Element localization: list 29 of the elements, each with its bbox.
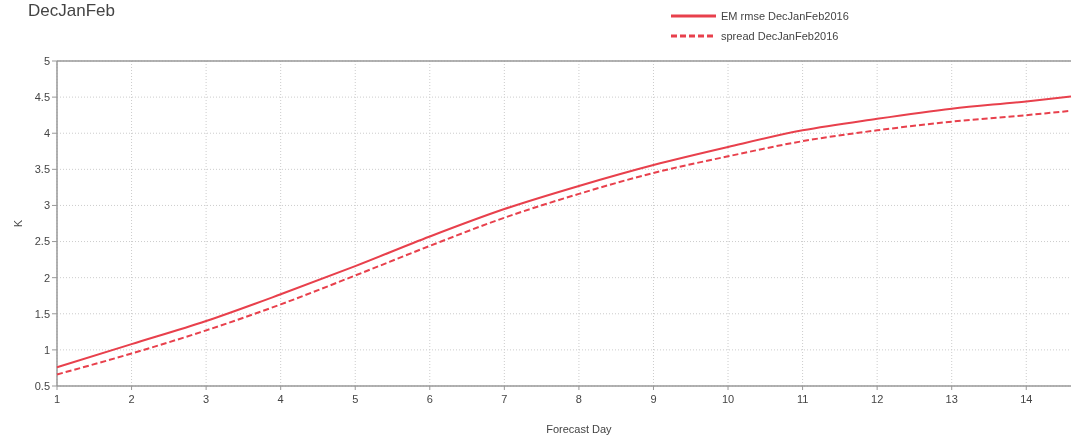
y-tick-label: 4 <box>43 127 50 140</box>
x-tick-label: 11 <box>796 393 809 405</box>
y-tick-label: 3.5 <box>34 163 50 176</box>
x-tick-label: 14 <box>1020 393 1033 405</box>
y-tick-label: 0.5 <box>34 379 50 392</box>
x-tick-label: 13 <box>945 393 958 405</box>
x-tick-label: 3 <box>203 393 210 405</box>
x-tick-label: 6 <box>426 393 433 405</box>
legend-label: EM rmse DecJanFeb2016 <box>721 9 849 22</box>
y-axis-title: K <box>12 219 24 228</box>
x-tick-label: 12 <box>871 393 884 405</box>
chart-title: DecJanFeb <box>28 1 115 20</box>
legend-label: spread DecJanFeb2016 <box>721 29 839 42</box>
y-tick-label: 1 <box>43 343 50 356</box>
x-tick-label: 5 <box>352 393 359 405</box>
y-tick-label: 4.5 <box>34 90 50 103</box>
y-tick-label: 5 <box>43 54 50 67</box>
x-tick-label: 7 <box>501 393 508 405</box>
y-tick-label: 2 <box>43 271 50 284</box>
x-tick-label: 10 <box>721 393 735 405</box>
y-tick-label: 1.5 <box>34 307 50 320</box>
y-tick-label: 3 <box>43 199 50 212</box>
x-tick-label: 9 <box>650 393 657 405</box>
y-tick-label: 2.5 <box>34 235 50 248</box>
x-axis-title: Forecast Day <box>546 423 613 435</box>
x-tick-label: 1 <box>53 393 61 405</box>
x-tick-label: 4 <box>277 393 284 405</box>
x-tick-label: 2 <box>128 393 135 405</box>
x-tick-label: 8 <box>575 393 582 405</box>
